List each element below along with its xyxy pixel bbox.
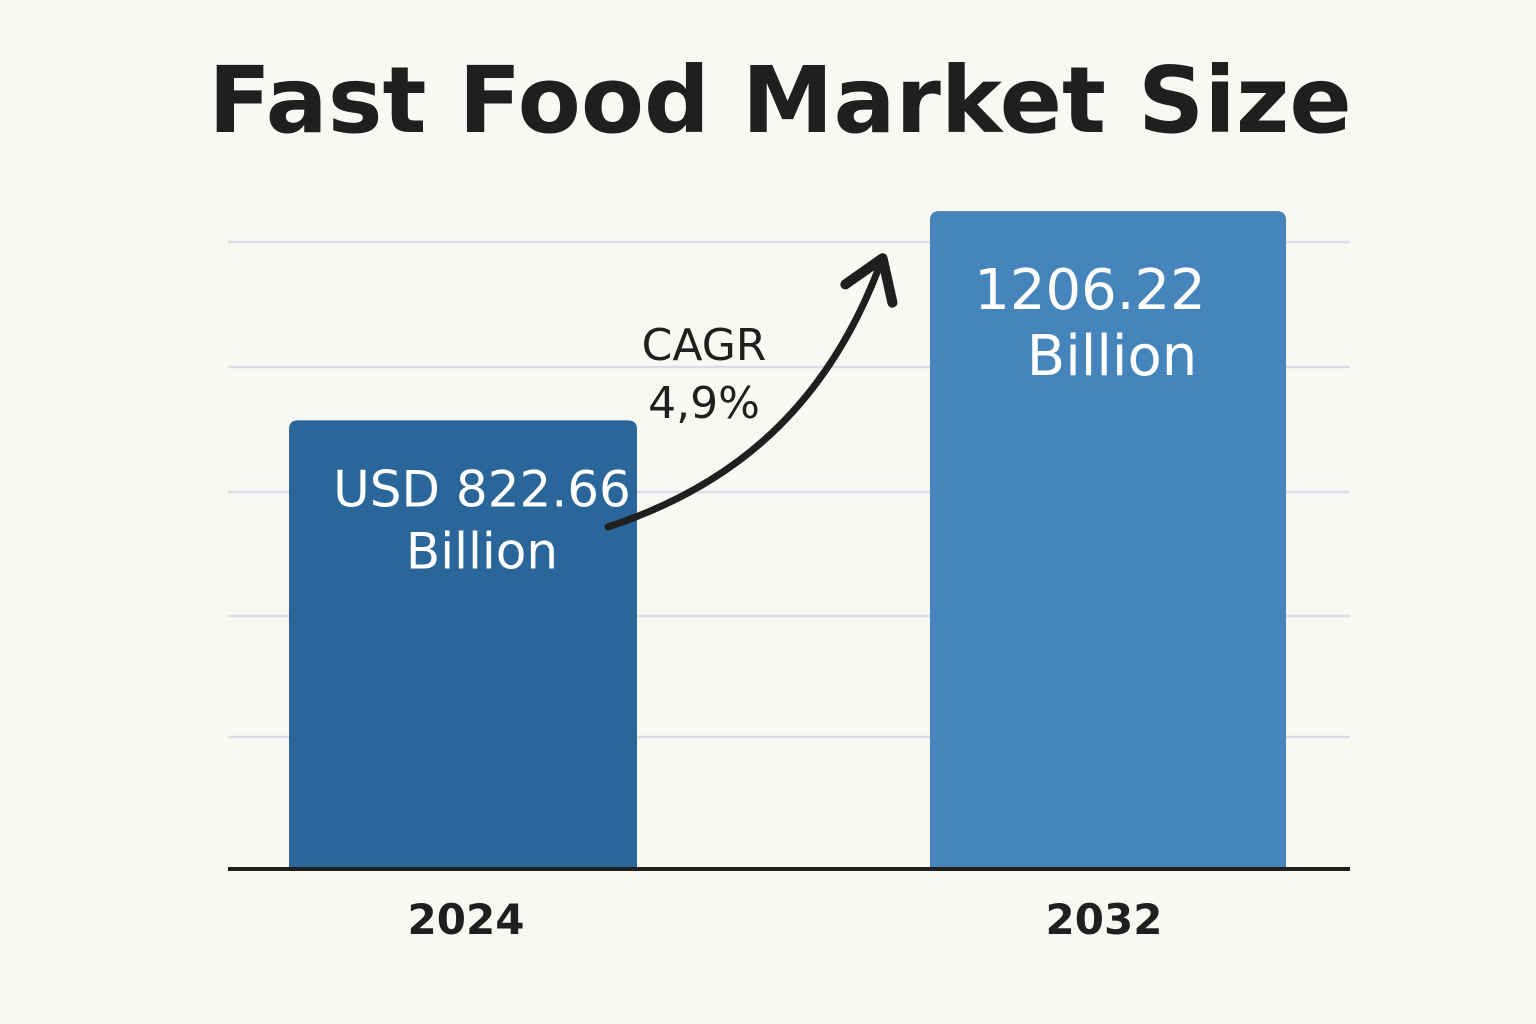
cagr-value: 4,9% — [648, 378, 760, 429]
bar-value-label-2032-line-2: Billion — [1027, 324, 1197, 389]
bar-2024 — [289, 420, 637, 869]
bars — [289, 211, 1286, 869]
growth-arrow-icon — [604, 253, 898, 531]
chart-title: Fast Food Market Size — [208, 47, 1352, 154]
cagr-annotation: CAGR 4,9% — [604, 253, 898, 531]
bar-value-label-2024-line-1: USD 822.66 — [333, 460, 631, 518]
bar-2032 — [930, 211, 1286, 869]
category-labels: 2024 2032 — [408, 895, 1163, 944]
category-label-2024: 2024 — [408, 895, 525, 944]
bar-value-label-2032-line-1: 1206.22 — [974, 258, 1206, 323]
category-label-2032: 2032 — [1046, 895, 1163, 944]
cagr-label: CAGR — [642, 320, 767, 371]
bar-value-label-2024-line-2: Billion — [406, 522, 558, 580]
